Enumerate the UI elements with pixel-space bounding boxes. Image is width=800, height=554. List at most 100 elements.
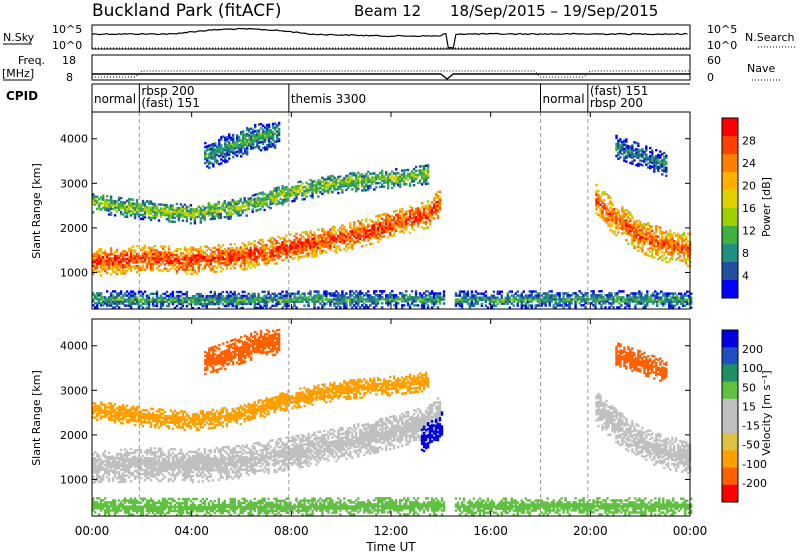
heatmap-cell xyxy=(104,200,107,204)
heatmap-cell xyxy=(315,239,318,242)
heatmap-cell xyxy=(102,268,105,271)
heatmap-cell xyxy=(161,257,165,260)
heatmap-cell xyxy=(275,193,278,196)
heatmap-cell xyxy=(139,290,143,293)
heatmap-cell xyxy=(381,179,384,182)
heatmap-cell xyxy=(337,294,340,297)
heatmap-cell xyxy=(207,261,210,264)
heatmap-cell xyxy=(189,216,193,219)
heatmap-cell xyxy=(210,147,213,151)
heatmap-cell xyxy=(211,254,214,258)
heatmap-cell xyxy=(204,157,207,161)
heatmap-cell xyxy=(257,249,260,252)
heatmap-cell xyxy=(197,254,200,257)
heatmap-cell xyxy=(137,213,141,216)
heatmap-cell xyxy=(339,187,342,190)
heatmap-cell xyxy=(574,300,577,303)
heatmap-cell xyxy=(422,221,426,224)
heatmap-cell xyxy=(239,250,242,253)
heatmap-cell xyxy=(389,292,392,295)
heatmap-cell xyxy=(554,294,557,297)
heatmap-cell xyxy=(651,225,654,229)
heatmap-cell xyxy=(540,304,543,307)
heatmap-cell xyxy=(203,259,206,263)
heatmap-cell xyxy=(275,254,278,257)
heatmap-cell xyxy=(236,154,239,157)
heatmap-cell xyxy=(181,300,185,304)
heatmap-cell xyxy=(303,193,306,197)
heatmap-cell xyxy=(102,196,105,199)
heatmap-cell xyxy=(219,296,222,300)
heatmap-cell xyxy=(434,294,438,297)
heatmap-cell xyxy=(610,298,613,301)
heatmap-cell xyxy=(432,302,436,305)
heatmap-cell xyxy=(241,268,244,271)
heatmap-cell xyxy=(117,206,121,210)
heatmap-cell xyxy=(582,296,585,299)
heatmap-cell xyxy=(159,269,163,272)
heatmap-cell xyxy=(233,296,236,300)
heatmap-cell xyxy=(361,183,364,186)
heatmap-cell xyxy=(195,250,199,253)
heatmap-cell xyxy=(111,253,115,256)
heatmap-cell xyxy=(219,252,222,255)
heatmap-cell xyxy=(255,257,258,261)
heatmap-cell xyxy=(129,202,133,205)
heatmap-cell xyxy=(135,201,139,204)
heatmap-cell xyxy=(490,306,494,309)
heatmap-cell xyxy=(205,306,208,310)
heatmap-cell xyxy=(193,262,197,265)
heatmap-cell xyxy=(211,296,214,300)
heatmap-cell xyxy=(104,300,107,303)
heatmap-cell xyxy=(111,199,115,203)
heatmap-cell xyxy=(189,301,193,304)
heatmap-cell xyxy=(297,192,300,196)
heatmap-cell xyxy=(265,194,268,197)
heatmap-cell xyxy=(295,197,298,200)
heatmap-cell xyxy=(222,153,225,156)
heatmap-cell xyxy=(606,300,609,303)
heatmap-cell xyxy=(353,239,356,242)
heatmap-cell xyxy=(250,143,253,146)
heatmap-cell xyxy=(341,179,344,182)
heatmap-cell xyxy=(104,265,107,269)
heatmap-cell xyxy=(189,296,193,300)
heatmap-cell xyxy=(115,298,119,301)
heatmap-cell xyxy=(295,238,298,241)
heatmap-cell xyxy=(426,168,430,171)
heatmap-cell xyxy=(323,298,326,301)
heatmap-cell xyxy=(109,205,113,209)
heatmap-cell xyxy=(426,166,430,169)
heatmap-cell xyxy=(175,257,179,261)
heatmap-cell xyxy=(257,137,261,140)
heatmap-cell xyxy=(275,191,278,194)
heatmap-cell xyxy=(375,304,378,307)
heatmap-cell xyxy=(143,302,147,306)
heatmap-cell xyxy=(361,179,364,182)
heatmap-cell xyxy=(267,145,271,149)
heatmap-cell xyxy=(271,298,274,302)
heatmap-cell xyxy=(301,251,304,254)
heatmap-cell xyxy=(345,176,348,180)
heatmap-cell xyxy=(183,262,187,265)
heatmap-cell xyxy=(250,131,253,134)
heatmap-cell xyxy=(383,179,386,182)
heatmap-cell xyxy=(339,236,342,240)
heatmap-cell xyxy=(227,259,230,262)
heatmap-cell xyxy=(117,294,121,297)
heatmap-cell xyxy=(371,172,374,175)
heatmap-cell xyxy=(115,300,119,303)
heatmap-cell xyxy=(269,135,273,138)
heatmap-cell xyxy=(393,178,396,181)
heatmap-cell xyxy=(594,296,597,299)
heatmap-cell xyxy=(373,172,376,175)
heatmap-cell xyxy=(215,207,218,210)
heatmap-cell xyxy=(317,195,320,198)
heatmap-cell xyxy=(127,259,131,263)
heatmap-cell xyxy=(613,230,616,233)
heatmap-cell xyxy=(123,209,127,212)
heatmap-cell xyxy=(285,246,288,249)
heatmap-cell xyxy=(135,296,139,299)
heatmap-cell xyxy=(267,135,271,139)
heatmap-cell xyxy=(520,296,523,299)
